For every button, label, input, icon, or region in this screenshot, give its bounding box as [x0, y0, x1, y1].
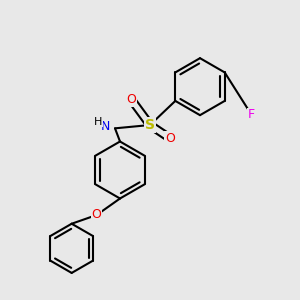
Text: F: F: [248, 109, 255, 122]
Text: S: S: [145, 118, 155, 132]
Text: H: H: [94, 117, 103, 127]
Text: N: N: [101, 120, 110, 133]
Text: O: O: [127, 94, 136, 106]
Text: O: O: [92, 208, 102, 221]
Text: O: O: [165, 132, 175, 145]
